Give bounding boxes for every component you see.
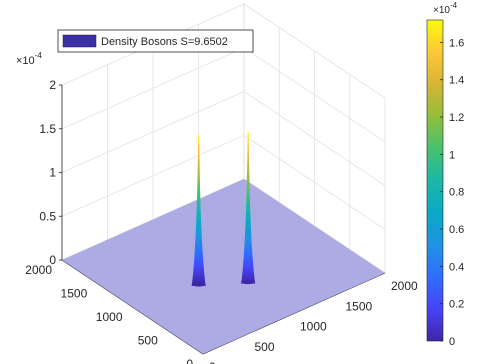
colorbar-tick-label: 1.6	[449, 37, 464, 49]
x-tick-label: 500	[255, 340, 275, 354]
legend-box	[57, 29, 254, 53]
density-spike-2	[241, 132, 256, 284]
legend-label: Density Bosons S=9.6502	[101, 36, 228, 48]
x-tick-label: 1000	[300, 320, 327, 334]
y-tick-label: 2000	[25, 263, 52, 277]
colorbar-gradient	[426, 19, 444, 342]
colorbar: 0 0.2 0.4 0.6 0.8 1 1.2 1.4 1.6 ×10-4	[426, 1, 464, 348]
z-tick-label: 0	[49, 253, 56, 267]
x-tick-label: 1500	[346, 299, 373, 313]
z-tick-label: 1.5	[39, 122, 56, 136]
density-spike-base-1	[191, 282, 206, 287]
x-tick-label: 2000	[391, 279, 418, 293]
z-tick-label: 1	[49, 166, 56, 180]
colorbar-tick-label: 0.6	[449, 224, 464, 236]
colorbar-tick-label: 1.2	[449, 112, 464, 124]
colorbar-tick-labels: 0 0.2 0.4 0.6 0.8 1 1.2 1.4 1.6	[440, 37, 464, 348]
z-exponent-label: ×10-4	[16, 51, 42, 67]
colorbar-tick-label: 0.4	[449, 261, 464, 273]
density-floor-surface	[62, 179, 385, 354]
y-tick-label: 1000	[96, 310, 123, 324]
colorbar-tick-label: 0.8	[449, 187, 464, 199]
plot-3d-axes: 0 0.5 1 1.5 2 0 500 1000 1500 2000 0 500 1000 1500 2…	[16, 3, 418, 364]
z-tick-label: 2	[49, 78, 56, 92]
z-tick-labels: 0 0.5 1 1.5 2	[39, 78, 62, 267]
legend: Density Bosons S=9.6502	[57, 29, 254, 53]
density-spikes	[191, 132, 256, 287]
colorbar-tick-label: 0.2	[449, 299, 464, 311]
colorbar-exponent-label: ×10-4	[433, 1, 458, 16]
y-tick-label: 0	[186, 357, 193, 364]
x-tick-label: 0	[209, 360, 216, 364]
y-tick-labels: 0 500 1000 1500 2000	[25, 263, 193, 364]
density-spike-1	[191, 134, 206, 287]
x-tick-labels: 0 500 1000 1500 2000	[209, 279, 418, 364]
colorbar-tick-label: 1.4	[449, 75, 464, 87]
z-tick-label: 0.5	[39, 209, 56, 223]
colorbar-tick-label: 1	[449, 149, 455, 161]
y-tick-label: 500	[138, 334, 158, 348]
colorbar-tick-label: 0	[449, 336, 455, 348]
density-spike-base-2	[241, 279, 256, 285]
legend-swatch	[62, 34, 97, 48]
y-tick-label: 1500	[61, 287, 88, 301]
